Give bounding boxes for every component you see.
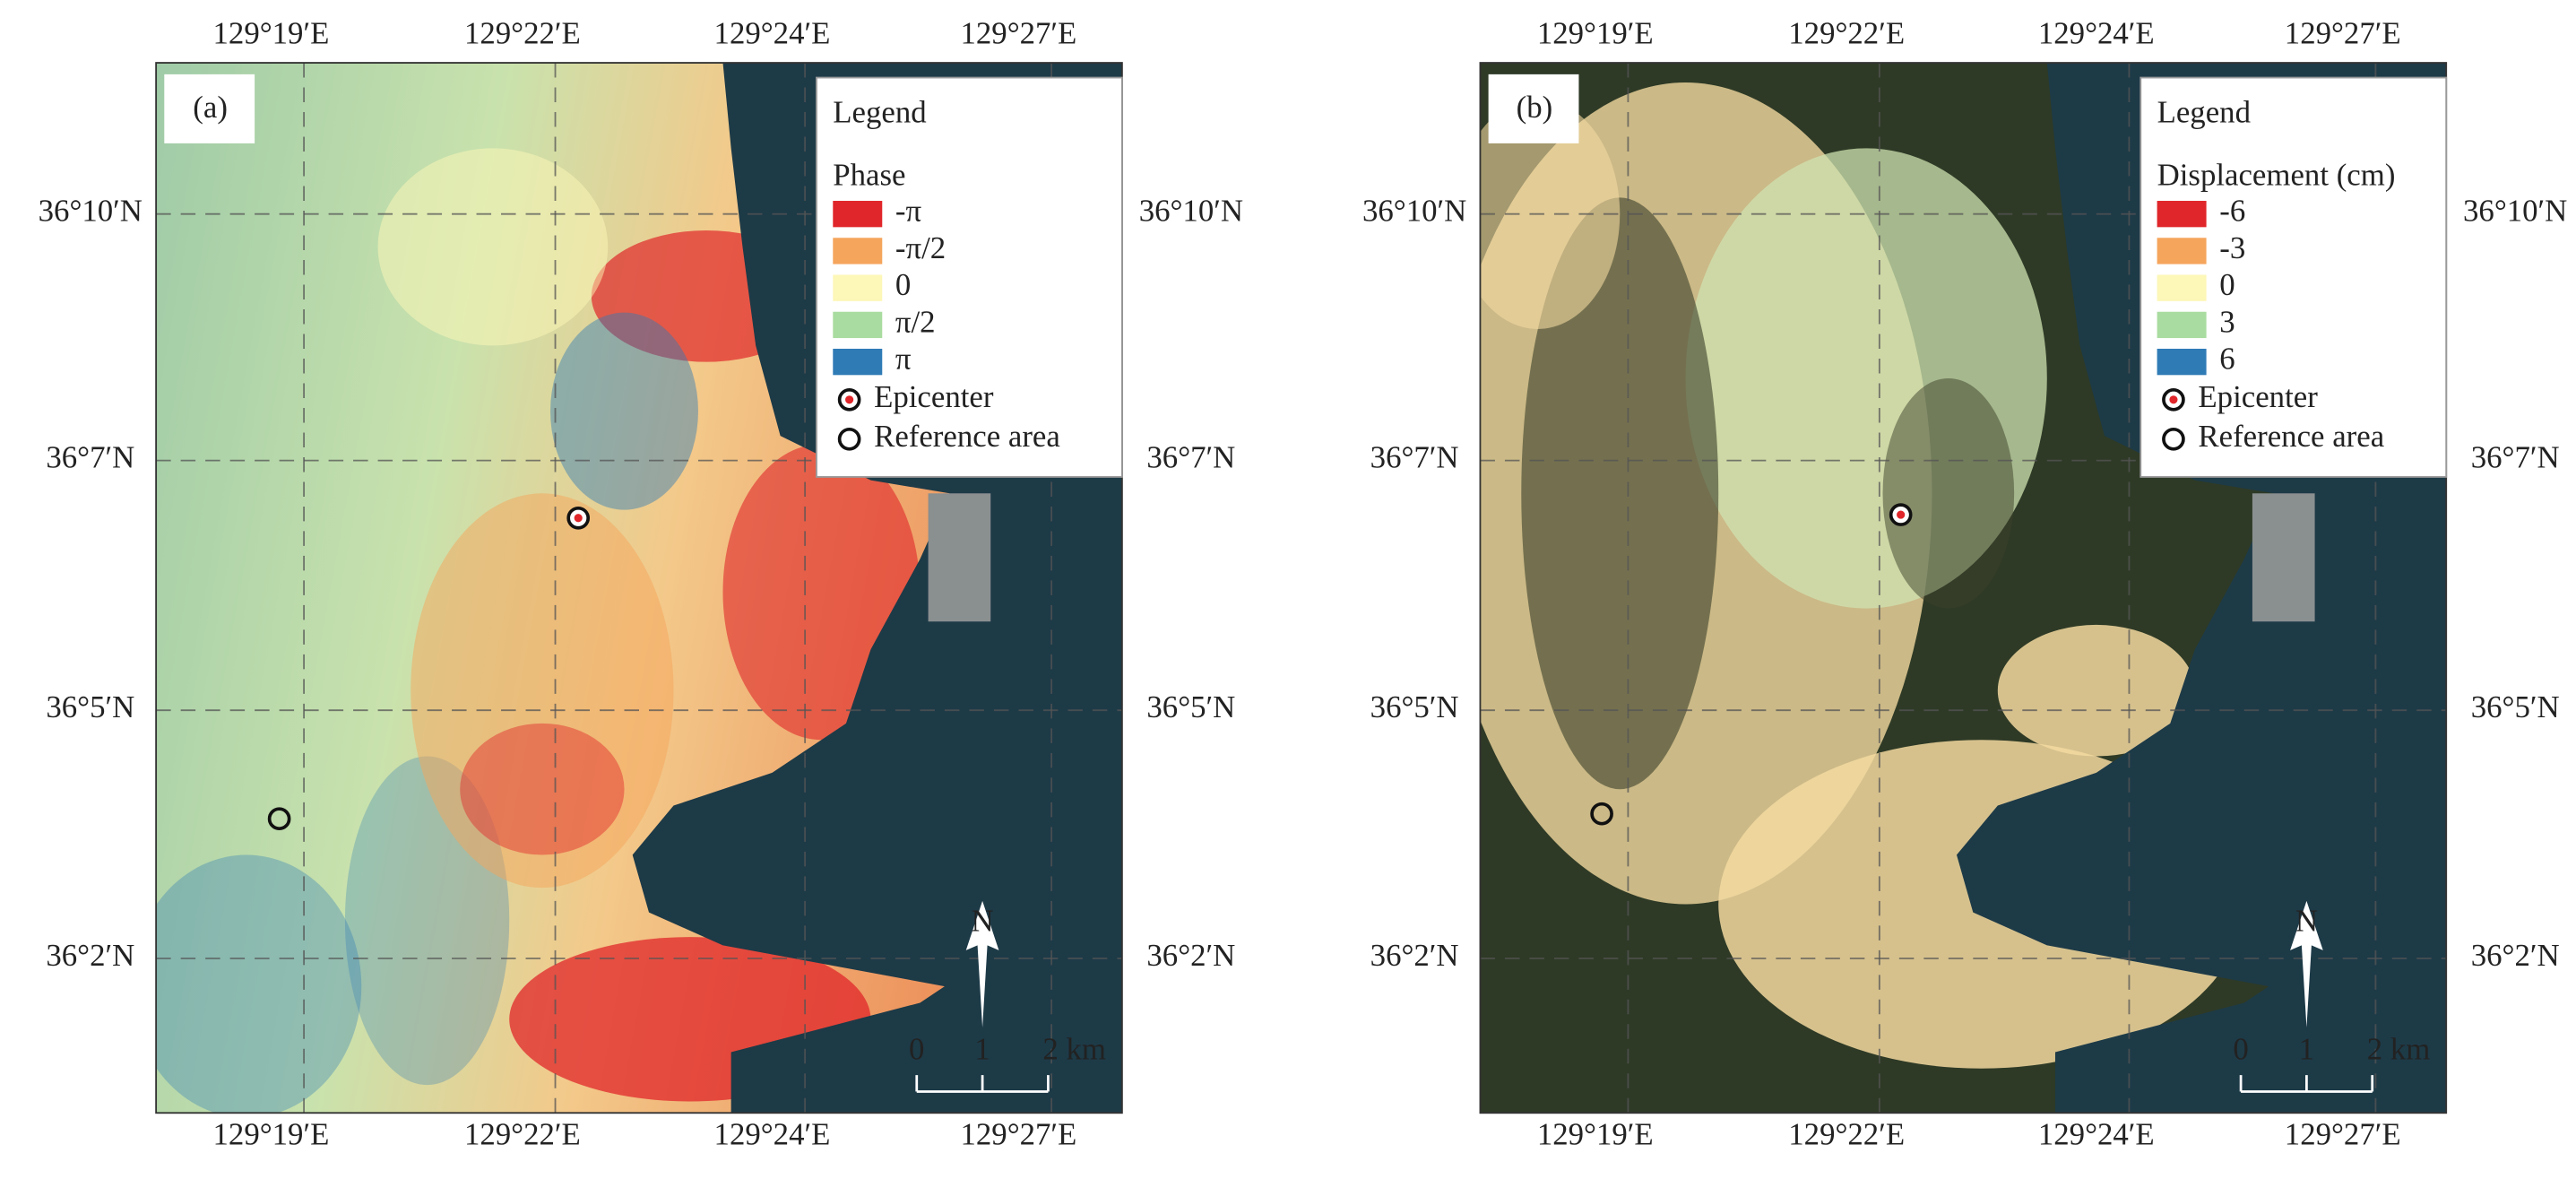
- panel-label-box: [1488, 74, 1579, 143]
- legend-epicenter-dot: [2169, 395, 2178, 404]
- legend-title: Legend: [2157, 95, 2251, 130]
- lon-label: 129°19′E: [1537, 1117, 1654, 1152]
- terrain-patch: [1521, 197, 1719, 790]
- epicenter-dot: [1897, 510, 1906, 519]
- port: [2252, 493, 2315, 622]
- north-label: N: [2295, 903, 2318, 938]
- legend-heading: Phase: [833, 157, 905, 192]
- legend-reference-icon: [837, 427, 861, 451]
- legend-swatch: [833, 201, 883, 228]
- lon-label: 129°27′E: [2285, 1117, 2401, 1152]
- legend-label: π/2: [895, 304, 936, 339]
- lon-label: 129°24′E: [2038, 16, 2155, 51]
- legend-label: -π/2: [895, 230, 946, 265]
- lat-label: 36°2′N: [2471, 938, 2560, 973]
- legend-swatch: [833, 348, 883, 376]
- lon-label: 129°24′E: [2038, 1117, 2155, 1152]
- lat-label: 36°5′N: [2471, 689, 2560, 724]
- legend-epicenter-dot: [845, 395, 854, 404]
- scale-label: 2 km: [1042, 1031, 1106, 1066]
- legend-label: 6: [2219, 342, 2235, 377]
- lon-label: 129°22′E: [464, 1117, 581, 1152]
- legend-title: Legend: [833, 95, 926, 130]
- legend-label: 3: [2219, 304, 2235, 339]
- legend-swatch: [2157, 311, 2207, 339]
- legend-swatch: [2157, 274, 2207, 301]
- map-frame: [1479, 62, 2448, 1114]
- terrain-patch: [550, 312, 698, 510]
- map-panel: 129°19′E 129°19′E 129°22′E 129°22′E 129°24′E…: [1362, 16, 2567, 1152]
- legend-label: -π: [895, 194, 922, 229]
- lat-label: 36°5′N: [1146, 689, 1235, 724]
- panel-label-box: [164, 74, 255, 143]
- panel-label: (b): [1517, 90, 1553, 125]
- lat-label: 36°7′N: [1146, 440, 1235, 475]
- reference-marker: [267, 807, 291, 831]
- lon-label: 129°27′E: [960, 16, 1076, 51]
- lat-label: 36°2′N: [1370, 938, 1459, 973]
- legend-swatch: [833, 311, 883, 339]
- lat-label: 36°7′N: [2471, 440, 2560, 475]
- lat-label: 36°10′N: [1362, 194, 1466, 229]
- legend-label: Reference area: [2198, 419, 2384, 454]
- lat-label: 36°2′N: [1146, 938, 1235, 973]
- legend-label: Reference area: [874, 419, 1060, 454]
- lon-label: 129°22′E: [1788, 16, 1905, 51]
- terrain-patch: [156, 854, 362, 1114]
- terrain-patch: [377, 148, 609, 346]
- lon-label: 129°27′E: [2285, 16, 2401, 51]
- scale-label: 2 km: [2367, 1031, 2431, 1066]
- scale-label: 0: [2233, 1031, 2248, 1066]
- panel-label: (a): [193, 90, 228, 125]
- scale-label: 1: [2299, 1031, 2314, 1066]
- legend-heading: Displacement (cm): [2157, 157, 2396, 192]
- legend-label: Epicenter: [2198, 379, 2318, 414]
- lat-label: 36°10′N: [1139, 194, 1243, 229]
- legend-reference-icon: [2162, 427, 2185, 451]
- map-frame: [155, 62, 1123, 1114]
- lat-label: 36°5′N: [1370, 689, 1459, 724]
- north-arrow: [965, 900, 999, 1027]
- lon-label: 129°22′E: [464, 16, 581, 51]
- scale-label: 1: [974, 1031, 990, 1066]
- epicenter-dot: [574, 514, 583, 523]
- legend-label: -3: [2219, 230, 2245, 265]
- terrain-patch: [1882, 377, 2015, 609]
- lon-label: 129°27′E: [960, 1117, 1076, 1152]
- terrain-patch: [1997, 624, 2195, 757]
- legend-label: π: [895, 342, 912, 377]
- terrain-patch: [1480, 99, 1621, 329]
- north-arrow: [2290, 900, 2323, 1027]
- legend-swatch: [833, 274, 883, 301]
- lat-label: 36°5′N: [46, 689, 134, 724]
- lat-label: 36°10′N: [2463, 194, 2567, 229]
- legend-swatch: [2157, 348, 2207, 376]
- scale-label: 0: [909, 1031, 924, 1066]
- north-label: N: [972, 903, 994, 938]
- lon-label: 129°24′E: [714, 1117, 831, 1152]
- legend-label: -6: [2219, 194, 2245, 229]
- lat-label: 36°2′N: [46, 938, 134, 973]
- lat-label: 36°7′N: [46, 440, 134, 475]
- port: [928, 493, 991, 622]
- terrain-patch: [460, 723, 625, 855]
- lon-label: 129°19′E: [213, 16, 330, 51]
- legend-label: 0: [2219, 267, 2235, 302]
- map-panel: 129°19′E 129°19′E 129°22′E 129°22′E 129°24′E…: [39, 16, 1243, 1152]
- lat-label: 36°7′N: [1370, 440, 1459, 475]
- lon-label: 129°22′E: [1788, 1117, 1905, 1152]
- lon-label: 129°19′E: [213, 1117, 330, 1152]
- legend-label: 0: [895, 267, 911, 302]
- legend-swatch: [2157, 201, 2207, 228]
- legend-label: Epicenter: [874, 379, 994, 414]
- legend-swatch: [833, 238, 883, 264]
- legend-swatch: [2157, 238, 2207, 264]
- lon-label: 129°24′E: [714, 16, 831, 51]
- lat-label: 36°10′N: [39, 194, 143, 229]
- lon-label: 129°19′E: [1537, 16, 1654, 51]
- terrain-patch: [411, 493, 674, 889]
- reference-marker: [1590, 802, 1613, 826]
